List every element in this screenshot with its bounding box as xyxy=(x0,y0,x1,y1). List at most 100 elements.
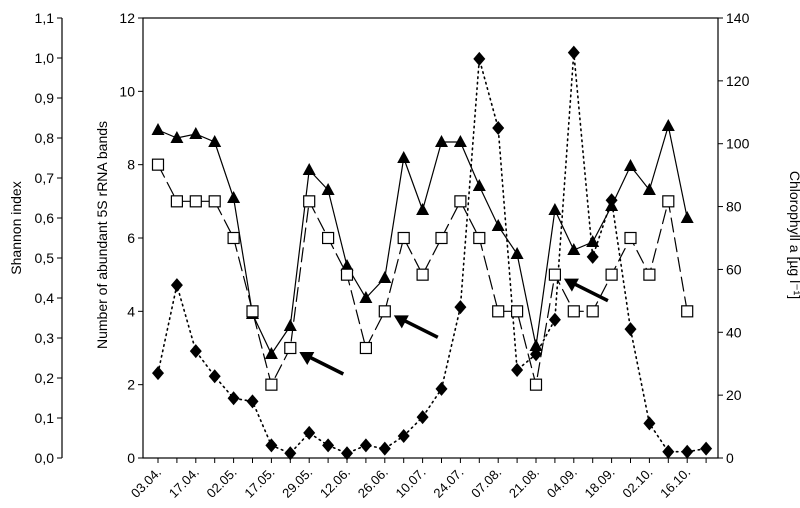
triangle-point xyxy=(624,159,637,171)
triangle-point xyxy=(567,243,581,255)
diamond-point xyxy=(624,322,637,337)
triangle-point xyxy=(378,271,392,283)
bands-tick-label: 6 xyxy=(127,230,135,246)
triangle-point xyxy=(208,135,222,147)
bands-tick-label: 12 xyxy=(119,10,135,26)
x-tick-label: 02.10. xyxy=(619,465,655,501)
square-point xyxy=(473,231,486,245)
shannon-tick-label: 0,4 xyxy=(35,290,55,306)
triangle-point xyxy=(661,119,675,131)
left-inner-axis: 0 2 4 6 8 10 12 xyxy=(119,10,143,466)
chlorophyll-tick-label: 20 xyxy=(726,387,742,403)
shannon-tick-label: 0,2 xyxy=(35,370,55,386)
triangle-point xyxy=(416,203,430,215)
chlorophyll-tick-label: 80 xyxy=(726,199,742,215)
diamond-point xyxy=(341,446,353,461)
series-markers xyxy=(151,45,713,461)
square-point xyxy=(511,305,524,318)
diamond-point xyxy=(492,121,505,135)
triangle-point xyxy=(435,135,448,147)
square-point xyxy=(397,231,410,245)
shannon-tick-label: 0,1 xyxy=(35,410,55,426)
bands-axis-title: Number of abundant 5S rRNA bands xyxy=(94,121,110,349)
chlorophyll-axis-title: Chlorophyll a [µg l⁻¹] xyxy=(787,171,800,299)
square-point xyxy=(322,231,335,245)
square-point xyxy=(359,341,372,355)
shannon-tick-label: 1,1 xyxy=(35,10,55,26)
square-point xyxy=(586,305,599,318)
triangle-point xyxy=(586,235,600,247)
diamond-point xyxy=(473,51,486,66)
square-point xyxy=(303,195,316,208)
diamond-point xyxy=(303,425,316,440)
square-point xyxy=(548,268,562,281)
bands-tick-label: 0 xyxy=(127,450,135,466)
square-point xyxy=(208,195,221,208)
x-tick-label: 07.08. xyxy=(468,465,504,501)
square-point xyxy=(227,231,240,245)
square-point xyxy=(605,268,618,281)
x-tick-label: 03.04. xyxy=(128,465,164,501)
x-tick-label: 17.05. xyxy=(241,465,277,501)
bands-tick-label: 2 xyxy=(127,377,135,393)
triangle-point xyxy=(680,211,694,223)
arrow-head xyxy=(393,315,409,329)
chlorophyll-tick-label: 140 xyxy=(726,10,750,26)
right-axis: 0 20 40 60 80 100 120 140 xyxy=(718,10,750,466)
square-point xyxy=(567,305,580,318)
shannon-tick-label: 0,0 xyxy=(35,450,55,466)
shannon-tick-label: 0,6 xyxy=(35,210,55,226)
diamond-point xyxy=(548,312,561,327)
diamond-point xyxy=(435,381,448,396)
diamond-point xyxy=(681,444,694,459)
x-tick-label: 18.09. xyxy=(582,465,618,501)
x-tick-label: 17.04. xyxy=(166,465,202,501)
diamond-point xyxy=(152,366,164,381)
shannon-tick-label: 0,7 xyxy=(35,170,55,186)
square-point xyxy=(662,195,675,208)
diamond-point xyxy=(454,300,467,315)
triangle-point xyxy=(321,183,335,195)
shannon-tick-label: 1,0 xyxy=(35,50,55,66)
bands-tick-label: 10 xyxy=(119,83,135,99)
x-axis: 03.04. 17.04. 02.05. 17.05. 29.05. 12.06. 26.0… xyxy=(128,458,707,501)
diamond-point xyxy=(322,438,335,453)
triangle-point xyxy=(189,127,203,139)
triangle-point xyxy=(340,259,354,271)
shannon-tick-label: 0,3 xyxy=(35,330,55,346)
arrow-head xyxy=(563,278,579,292)
x-tick-label: 24.07. xyxy=(430,465,466,501)
triangle-point xyxy=(359,291,373,303)
square-point xyxy=(151,158,165,171)
left-outer-axis: 0,0 0,1 0,2 0,3 0,4 0,5 0,6 0,7 0,8 0,9 1,0 1,1 xyxy=(35,10,63,466)
diamond-point xyxy=(605,193,618,208)
arrow-shaft xyxy=(403,318,439,339)
diamond-point xyxy=(227,391,240,406)
square-point xyxy=(246,305,259,318)
diamond-point xyxy=(265,438,278,453)
arrow-head xyxy=(299,352,315,365)
chlorophyll-tick-label: 0 xyxy=(726,450,734,466)
triangle-point xyxy=(491,219,505,231)
diamond-point xyxy=(416,410,429,425)
diamond-point xyxy=(511,363,524,377)
diamond-point xyxy=(662,444,675,459)
square-point xyxy=(189,195,202,208)
diamond-point xyxy=(586,249,599,264)
square-point xyxy=(681,305,694,318)
diamond-point xyxy=(397,429,410,443)
diamond-point xyxy=(530,347,542,362)
series-line-bands xyxy=(157,164,688,387)
x-tick-label: 04.09. xyxy=(544,465,580,501)
square-point xyxy=(454,195,467,208)
shannon-tick-label: 0,9 xyxy=(35,90,55,106)
triangle-point xyxy=(642,183,656,195)
diamond-point xyxy=(567,45,580,60)
triangle-point xyxy=(227,191,241,203)
diamond-point xyxy=(700,441,713,456)
diamond-point xyxy=(378,441,391,456)
diamond-point xyxy=(284,446,297,461)
diamond-point xyxy=(246,394,259,409)
triangle-point xyxy=(302,163,316,175)
